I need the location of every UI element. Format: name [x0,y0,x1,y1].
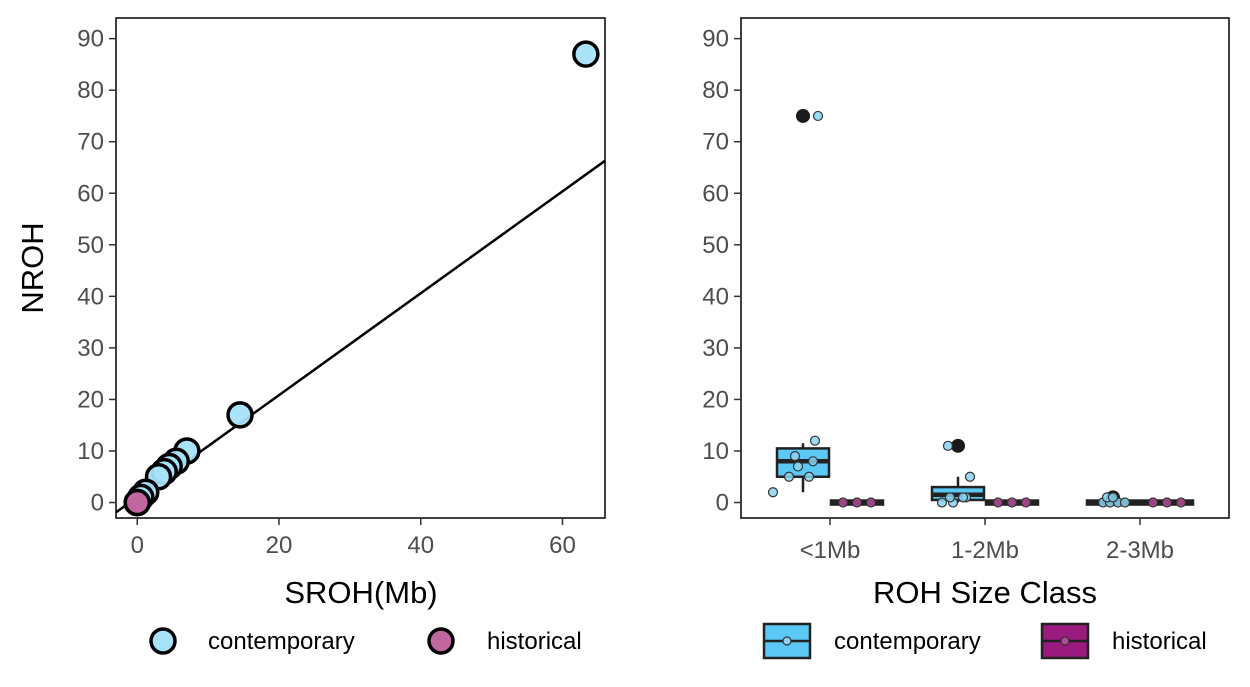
legend-label-contemporary: contemporary [208,628,355,655]
jitter-point [944,492,956,503]
jitter-point [865,497,877,508]
boxplot-plot-frame [740,17,1230,519]
jitter-point [767,487,779,498]
jitter-point [1119,497,1131,508]
scatter-legend: contemporary historical [149,627,582,655]
boxplot-x-tick-label: <1Mb [800,537,861,564]
jitter-point [1161,497,1173,508]
scatter-x-tick-label: 20 [266,532,293,559]
jitter-point [1020,497,1032,508]
scatter-y-axis: 0 10 20 30 40 50 60 70 80 90 [77,26,116,517]
boxplot-x-tick-label: 2-3Mb [1106,537,1174,564]
scatter-y-tick-label: 10 [77,438,104,465]
scatter-point-historical [123,488,152,517]
boxplot-panel: 0 10 20 30 40 50 60 70 80 90 <1Mb 1-2Mb 2-3Mb ROH S… [702,17,1230,660]
scatter-plot-frame [115,17,606,519]
scatter-x-tick-label: 40 [407,532,434,559]
scatter-y-tick-label: 70 [77,129,104,156]
boxplot-y-tick-label: 0 [716,490,729,517]
scatter-y-tick-label: 80 [77,77,104,104]
boxplot-x-tick-label: 1-2Mb [951,537,1019,564]
boxplot-y-tick-label: 80 [702,77,729,104]
box-outlier [951,438,965,453]
scatter-y-axis-title: NROH [15,222,50,313]
jitter-point [783,471,795,482]
scatter-marks [116,40,605,517]
jitter-point [792,461,804,472]
boxplot-marks [767,108,1195,508]
boxplot-y-tick-label: 10 [702,438,729,465]
boxplot-y-tick-label: 30 [702,335,729,362]
legend-key-point [782,636,792,646]
boxplot-x-axis: <1Mb 1-2Mb 2-3Mb [800,518,1174,564]
jitter-point [851,497,863,508]
jitter-point [803,471,815,482]
boxplot-legend: contemporary historical [762,622,1207,660]
jitter-point [807,456,819,467]
scatter-y-tick-label: 30 [77,335,104,362]
boxplot-y-tick-label: 70 [702,129,729,156]
jitter-point [957,492,969,503]
jitter-point [1107,492,1119,503]
legend-key-contemporary [149,627,177,655]
jitter-point [936,497,948,508]
box-historical-<1Mb [829,497,885,508]
jitter-point [1147,497,1159,508]
boxplot-y-axis: 0 10 20 30 40 50 60 70 80 90 [702,26,741,517]
scatter-clip-group [116,40,605,517]
jitter-point [1175,497,1187,508]
boxplot-y-tick-label: 40 [702,283,729,310]
scatter-x-tick-label: 0 [131,532,144,559]
jitter-point [942,440,954,451]
boxplot-y-tick-label: 90 [702,26,729,53]
jitter-point [1006,497,1018,508]
scatter-y-tick-label: 20 [77,386,104,413]
scatter-y-tick-label: 40 [77,283,104,310]
jitter-point [809,435,821,446]
legend-label-historical: historical [487,628,582,655]
legend-key-historical [427,627,455,655]
jitter-point [789,451,801,462]
jitter-point [992,497,1004,508]
box-historical-2-3Mb [1139,497,1195,508]
scatter-panel: 0 10 20 30 40 50 60 70 80 90 0 20 40 60 SROH(Mb) NRO… [15,17,606,655]
scatter-y-tick-label: 0 [91,490,104,517]
scatter-y-tick-label: 60 [77,180,104,207]
box-outlier [796,108,810,123]
scatter-point-contemporary [572,40,600,68]
legend-label-historical: historical [1112,628,1207,655]
boxplot-y-tick-label: 50 [702,232,729,259]
scatter-point-contemporary [226,401,254,429]
jitter-point [964,471,976,482]
boxplot-x-axis-title: ROH Size Class [873,575,1097,610]
jitter-point [837,497,849,508]
scatter-x-axis-title: SROH(Mb) [284,575,437,610]
legend-key-point [1060,636,1070,646]
jitter-point [812,110,824,122]
box-contemporary-1-2Mb [930,438,986,508]
box-historical-1-2Mb [984,497,1040,508]
legend-label-contemporary: contemporary [834,628,981,655]
scatter-y-tick-label: 50 [77,232,104,259]
boxplot-y-tick-label: 20 [702,386,729,413]
box-contemporary-<1Mb [767,108,831,498]
box-contemporary-2-3Mb [1085,490,1141,508]
boxplot-y-tick-label: 60 [702,180,729,207]
scatter-y-tick-label: 90 [77,26,104,53]
scatter-x-axis: 0 20 40 60 [131,518,576,559]
scatter-x-tick-label: 60 [549,532,576,559]
